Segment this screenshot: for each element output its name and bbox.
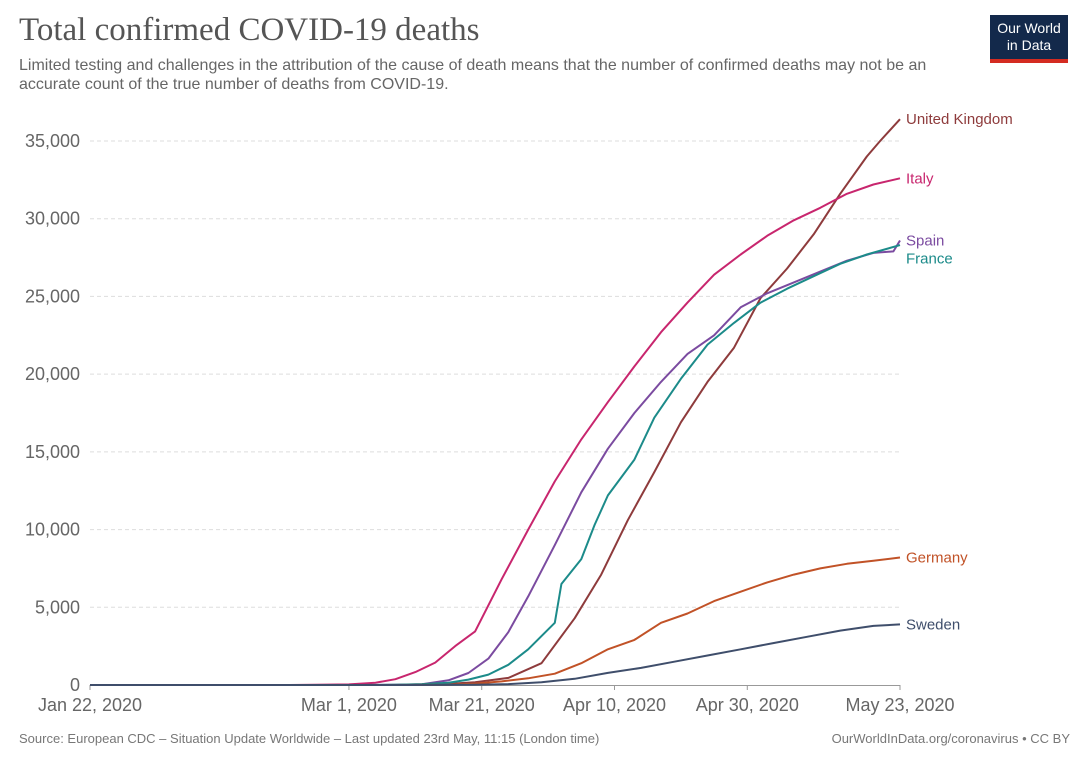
series-line-sweden[interactable] bbox=[90, 623, 901, 686]
series-line-italy[interactable] bbox=[90, 177, 901, 686]
y-tick-label: 15,000 bbox=[25, 442, 80, 462]
y-tick-label: 20,000 bbox=[25, 364, 80, 384]
series-line-spain[interactable] bbox=[90, 239, 901, 686]
x-tick-label: Mar 21, 2020 bbox=[429, 695, 535, 715]
series-label-united-kingdom[interactable]: United Kingdom bbox=[906, 111, 1013, 128]
y-tick-label: 5,000 bbox=[35, 597, 80, 617]
y-tick-label: 35,000 bbox=[25, 131, 80, 151]
series-line-germany[interactable] bbox=[90, 556, 901, 686]
y-tick-label: 25,000 bbox=[25, 286, 80, 306]
y-tick-label: 30,000 bbox=[25, 209, 80, 229]
series-label-germany[interactable]: Germany bbox=[906, 550, 968, 567]
our-world-in-data-logo[interactable]: Our World in Data bbox=[990, 15, 1068, 63]
series-label-france[interactable]: France bbox=[906, 250, 953, 267]
logo-line-2: in Data bbox=[1006, 37, 1052, 53]
chart-subtitle: Limited testing and challenges in the at… bbox=[19, 57, 927, 93]
x-tick-label: Apr 30, 2020 bbox=[696, 695, 799, 715]
series-lines bbox=[90, 118, 901, 686]
logo-line-1: Our World bbox=[997, 20, 1061, 36]
series-line-france[interactable] bbox=[90, 244, 901, 686]
series-label-italy[interactable]: Italy bbox=[906, 170, 934, 187]
grid-lines bbox=[90, 140, 900, 608]
x-tick-label: Jan 22, 2020 bbox=[38, 695, 142, 715]
source-note: Source: European CDC – Situation Update … bbox=[19, 731, 600, 746]
series-label-sweden[interactable]: Sweden bbox=[906, 616, 960, 633]
chart-title: Total confirmed COVID-19 deaths bbox=[19, 12, 480, 48]
series-label-spain[interactable]: Spain bbox=[906, 232, 944, 249]
x-tick-label: Mar 1, 2020 bbox=[301, 695, 397, 715]
axes: 0 5,000 10,000 15,000 20,000 25,000 30,000 35,0… bbox=[25, 131, 955, 715]
x-tick-label: Apr 10, 2020 bbox=[563, 695, 666, 715]
y-tick-label: 10,000 bbox=[25, 520, 80, 540]
y-tick-label: 0 bbox=[70, 675, 80, 695]
series-line-united-kingdom[interactable] bbox=[90, 118, 901, 686]
credit-link[interactable]: OurWorldInData.org/coronavirus • CC BY bbox=[831, 731, 1070, 746]
x-tick-label: May 23, 2020 bbox=[845, 695, 954, 715]
